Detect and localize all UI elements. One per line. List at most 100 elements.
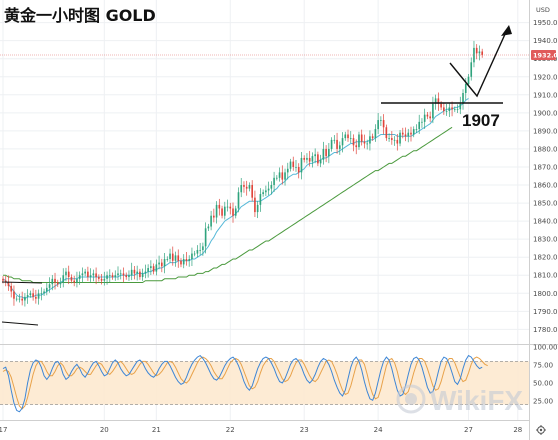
- candle-body: [478, 51, 481, 54]
- candlestick: [125, 272, 128, 280]
- candlestick: [26, 289, 29, 304]
- candle-body: [111, 275, 114, 278]
- candlestick: [243, 181, 245, 193]
- candlestick: [51, 275, 54, 291]
- price-axis: USD 1950.001940.001930.001920.001910.001…: [529, 0, 558, 440]
- time-tick-label: 17: [0, 426, 7, 434]
- candle-body: [152, 266, 155, 272]
- candle-body: [385, 127, 388, 139]
- price-tick-label: 1880.00: [533, 145, 558, 153]
- candle-body: [333, 139, 336, 141]
- slow-moving-average-line: [3, 126, 453, 283]
- candle-body: [204, 228, 207, 247]
- candlestick: [133, 266, 136, 280]
- candle-body: [363, 141, 366, 144]
- candlestick: [111, 272, 114, 280]
- candlestick: [391, 131, 393, 145]
- candlestick: [54, 272, 56, 290]
- candle-body: [54, 278, 56, 283]
- candle-body: [193, 253, 196, 255]
- candle-body: [218, 204, 221, 209]
- candle-body: [73, 280, 76, 283]
- candle-body: [371, 136, 374, 139]
- candlestick: [221, 205, 223, 219]
- settings-gear-icon[interactable]: [536, 425, 546, 435]
- candlestick: [355, 139, 358, 155]
- candle-body: [273, 177, 275, 186]
- candlestick: [308, 150, 311, 167]
- candlestick: [358, 131, 360, 150]
- candle-body: [464, 83, 467, 93]
- candlestick: [418, 114, 421, 134]
- oscillator-tick-labels: 100.00 75.00 50.00 25.00: [533, 344, 558, 406]
- candlestick: [155, 259, 158, 276]
- candlestick: [218, 198, 221, 216]
- candlestick: [314, 148, 316, 164]
- price-tick-label: 1910.00: [533, 91, 558, 99]
- candle-body: [59, 282, 62, 285]
- candlestick: [119, 269, 122, 280]
- candlestick: [193, 250, 196, 257]
- candlestick: [412, 126, 415, 138]
- candlestick: [475, 44, 478, 60]
- price-tick-label: 1950.00: [533, 19, 558, 27]
- candlestick: [182, 254, 185, 269]
- candle-body: [141, 273, 144, 278]
- candle-body: [412, 129, 415, 135]
- candle-body: [158, 262, 160, 265]
- candle-body: [229, 206, 232, 209]
- candlestick: [437, 92, 440, 111]
- candle-body: [311, 156, 314, 162]
- candle-body: [213, 215, 215, 218]
- price-tick-label: 1940.00: [533, 37, 558, 45]
- candle-body: [234, 208, 237, 216]
- candlestick: [65, 267, 67, 282]
- candle-body: [262, 192, 264, 195]
- candle-body: [256, 204, 259, 213]
- candle-body: [76, 278, 78, 283]
- candle-body: [221, 208, 223, 216]
- candlestick: [81, 267, 84, 283]
- candle-body: [243, 185, 245, 187]
- candlestick: [62, 268, 65, 288]
- candle-body: [276, 177, 278, 179]
- candlestick: [67, 265, 70, 285]
- candlestick: [7, 275, 10, 291]
- candlestick: [45, 282, 48, 296]
- candle-body: [92, 273, 95, 276]
- candle-body: [278, 172, 281, 178]
- price-tick-label: 1850.00: [533, 200, 558, 208]
- candlestick: [122, 267, 125, 283]
- candlestick: [13, 285, 15, 306]
- candle-body: [355, 145, 358, 148]
- candlestick: [245, 180, 248, 196]
- candlestick: [232, 202, 234, 223]
- candle-body: [251, 185, 253, 198]
- candlestick: [300, 152, 303, 180]
- candle-body: [459, 103, 462, 110]
- candlestick: [191, 247, 193, 267]
- candle-body: [303, 157, 306, 160]
- price-tick-label: 1780.00: [533, 326, 558, 334]
- candlestick: [415, 124, 418, 133]
- candlestick: [100, 273, 103, 285]
- candlestick: [407, 128, 410, 143]
- time-tick-label: 27: [464, 426, 473, 434]
- price-tick-label: 1820.00: [533, 254, 558, 262]
- candle-body: [136, 271, 138, 274]
- candle-body: [51, 278, 54, 285]
- candle-body: [169, 253, 171, 259]
- candle-body: [177, 255, 180, 261]
- candle-body: [440, 103, 442, 108]
- candlestick: [174, 251, 177, 267]
- candlestick: [322, 141, 325, 165]
- candlestick: [401, 127, 404, 139]
- candlestick: [98, 274, 100, 282]
- candle-body: [349, 138, 352, 139]
- candle-body: [347, 134, 349, 139]
- candle-body: [147, 268, 149, 272]
- candlestick: [281, 165, 284, 185]
- candlestick: [380, 116, 382, 127]
- trend-drawings: [1, 25, 512, 326]
